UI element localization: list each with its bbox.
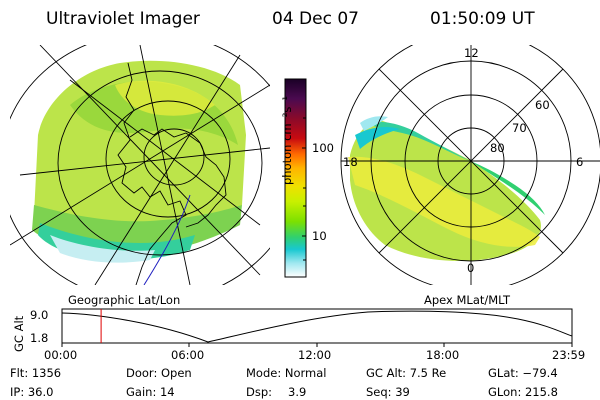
dsp-label: Dsp: [246,385,273,399]
colorbar-tick-100: 100 [312,141,334,155]
colorbar-tick-10: 10 [312,229,327,243]
apex-polar-plot: 12 18 6 0 60 70 80 [340,45,600,285]
timeline-xtick-0600: 06:00 [171,348,205,362]
timeline-ytick-high: 9.0 [30,308,49,322]
instrument-title: Ultraviolet Imager [46,9,200,29]
timeline-xtick-2359: 23:59 [552,348,586,362]
apex-panel-caption: Apex MLat/MLT [424,293,511,307]
gc-alt-readout: GC Alt: 7.5 Re [366,366,447,380]
geo-panel-caption: Geographic Lat/Lon [68,293,181,307]
mlt-label-6: 6 [576,155,583,169]
colorbar-unit-label: photon cm⁻²s⁻¹ [280,96,294,185]
mlt-label-0: 0 [467,261,474,275]
mlt-label-18: 18 [343,155,358,169]
dsp-value: 3.9 [288,385,307,399]
time-label: 01:50:09 UT [430,9,535,29]
mode-readout: Mode: Normal [246,366,327,380]
timeline-xtick-1800: 18:00 [426,348,460,362]
timeline-xtick-0000: 00:00 [44,348,78,362]
glon-readout: GLon: 215.8 [488,385,558,399]
timeline-xtick-1200: 12:00 [298,348,332,362]
colorbar [284,78,307,278]
timeline-ylabel: GC Alt [12,315,26,352]
mlat-label-80: 80 [490,141,505,155]
mlat-label-70: 70 [512,121,527,135]
geographic-image-panel [10,45,270,285]
gain-readout: Gain: 14 [126,385,175,399]
door-readout: Door: Open [126,366,192,380]
seq-readout: Seq: 39 [366,385,410,399]
mlat-label-60: 60 [535,98,550,112]
ip-readout: IP: 36.0 [10,385,54,399]
date-label: 04 Dec 07 [272,9,359,29]
timeline-ytick-low: 1.8 [30,331,49,345]
altitude-timeline [61,308,573,347]
glat-readout: GLat: −79.4 [488,366,558,380]
flight-readout: Flt: 1356 [10,366,62,380]
mlt-label-12: 12 [464,46,479,60]
